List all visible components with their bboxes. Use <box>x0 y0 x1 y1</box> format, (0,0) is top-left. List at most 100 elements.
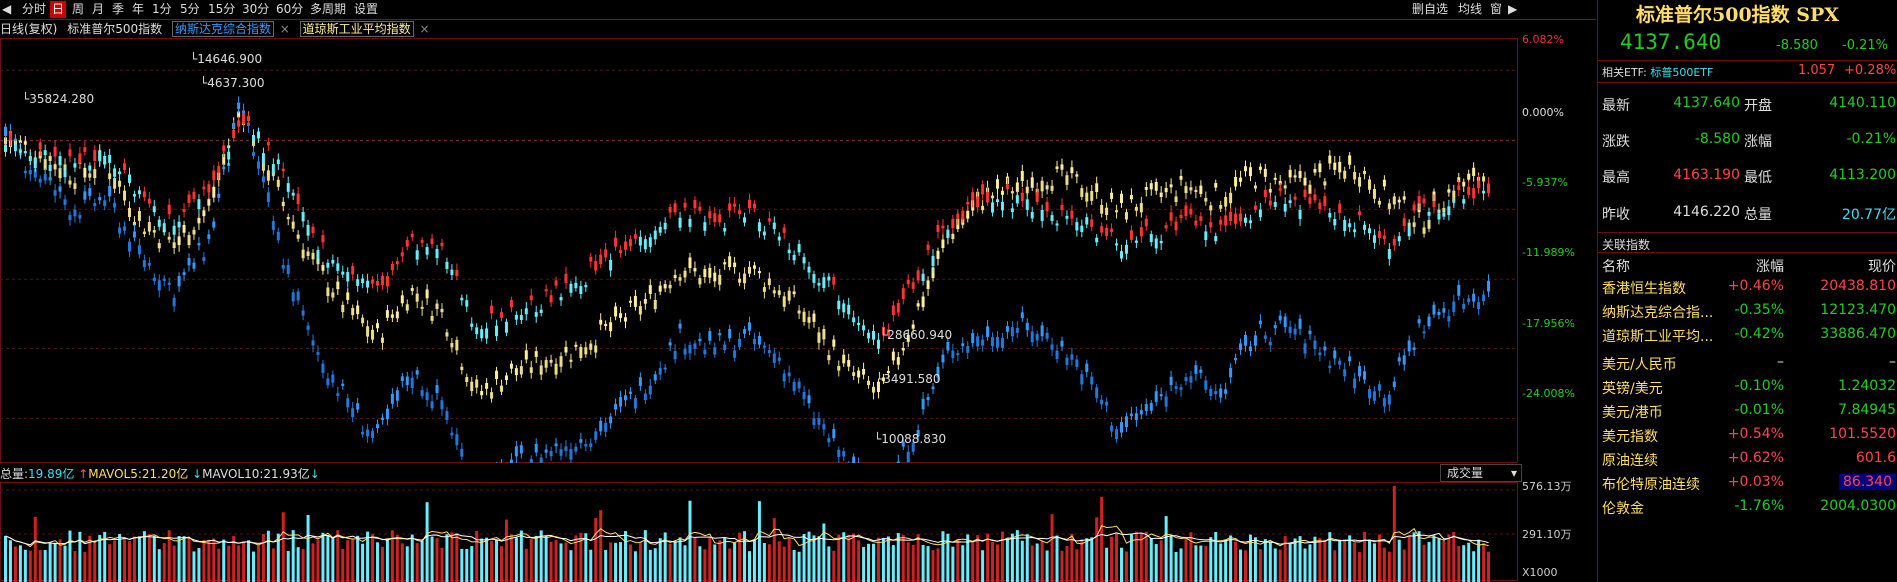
related-name: 美元/人民币 <box>1602 357 1677 373</box>
tab-period-2[interactable]: 周 <box>72 2 85 16</box>
candle-body <box>797 381 801 389</box>
toolbar-prev-icon[interactable]: ◀ <box>2 2 12 16</box>
indicator-select[interactable]: 成交量 ▾ <box>1440 464 1522 482</box>
volume-bar <box>1318 538 1322 582</box>
volume-bar <box>524 548 528 582</box>
volume-chart[interactable] <box>0 482 1520 582</box>
tab-period-0[interactable]: 分时 <box>22 2 47 16</box>
candle-body <box>648 385 652 395</box>
related-item[interactable]: 美元/港币 -0.01% 7.84945 <box>1598 402 1897 424</box>
volume-bar <box>767 544 771 582</box>
candle-body <box>524 308 528 315</box>
related-item[interactable]: 美元/人民币 – – <box>1598 354 1897 376</box>
candle-body <box>1115 243 1119 246</box>
candle-body <box>490 305 494 314</box>
close-icon[interactable]: × <box>279 22 290 36</box>
tab-period-5[interactable]: 年 <box>132 2 145 16</box>
candle-body <box>539 309 543 313</box>
volume-bar <box>1333 550 1337 582</box>
candle-body <box>128 241 131 252</box>
candle-body <box>286 183 290 192</box>
candle-body <box>733 203 737 207</box>
related-item[interactable]: 英镑/美元 -0.10% 1.24032 <box>1598 378 1897 400</box>
candle-body <box>311 226 315 234</box>
volume-bar <box>1457 545 1461 582</box>
candle-body <box>132 231 136 238</box>
candle-body <box>341 271 345 275</box>
candle-body <box>1348 155 1352 165</box>
tab-period-6[interactable]: 1分 <box>152 2 172 16</box>
volume-bar <box>385 538 389 582</box>
toolbar-next-icon[interactable]: ▶ <box>1508 2 1518 16</box>
candle-body <box>837 300 841 310</box>
candle-body <box>1005 326 1009 332</box>
related-etf[interactable]: 相关ETF: 标普500ETF <box>1602 66 1714 79</box>
tab-period-10[interactable]: 60分 <box>276 2 304 16</box>
candle-body <box>1467 173 1471 180</box>
candle-body <box>1090 376 1094 385</box>
related-item[interactable]: 香港恒生指数 +0.46% 20438.810 <box>1598 278 1897 300</box>
tab-period-7[interactable]: 5分 <box>180 2 200 16</box>
candle-body <box>976 196 980 208</box>
candle-body <box>465 377 469 383</box>
remove-favorite-button[interactable]: 删自选 <box>1412 2 1449 16</box>
related-item[interactable]: 道琼斯工业平均... -0.42% 33886.470 <box>1598 326 1897 348</box>
tab-period-3[interactable]: 月 <box>92 2 105 16</box>
volume-bar <box>227 545 231 582</box>
candle-body <box>1363 224 1367 230</box>
tab-period-9[interactable]: 30分 <box>242 2 270 16</box>
volume-bar <box>1412 532 1416 582</box>
tab-period-4[interactable]: 季 <box>112 2 125 16</box>
related-item[interactable]: 美元指数 +0.54% 101.5520 <box>1598 426 1897 448</box>
related-item[interactable]: 纳斯达克综合指... -0.35% 12123.470 <box>1598 302 1897 324</box>
related-name: 英镑/美元 <box>1602 381 1663 397</box>
candle-body <box>1273 325 1277 329</box>
candle-body <box>430 316 434 321</box>
volume-bar <box>996 544 999 582</box>
volume-bar <box>1417 531 1421 582</box>
candle-body <box>817 418 821 425</box>
candle-body <box>757 222 761 232</box>
candle-body <box>1055 223 1059 226</box>
tab-period-12[interactable]: 设置 <box>354 2 379 16</box>
candle-body <box>177 236 181 246</box>
candle-body <box>936 366 940 378</box>
tab-period-1[interactable]: 日 <box>50 1 67 18</box>
candle-body <box>1159 192 1163 197</box>
candle-body <box>1288 169 1292 178</box>
volume-bar <box>604 549 608 582</box>
candle-body <box>1189 376 1193 383</box>
legend-overlay-dow[interactable]: 道琼斯工业平均指数 <box>299 21 414 37</box>
tab-period-11[interactable]: 多周期 <box>310 2 347 16</box>
volume-bar <box>1090 537 1094 582</box>
candle-body <box>628 300 632 303</box>
candle-body <box>1447 316 1451 322</box>
candle-body <box>549 359 553 363</box>
volume-bar <box>217 548 221 582</box>
legend-overlay-nasdaq[interactable]: 纳斯达克综合指数 <box>171 21 274 37</box>
related-item[interactable]: 原油连续 +0.62% 601.6 <box>1598 450 1897 472</box>
candle-body <box>395 311 399 319</box>
volume-bar <box>1283 536 1287 582</box>
volume-bar <box>420 540 424 582</box>
candle-body <box>400 295 404 304</box>
candle-body <box>633 295 637 307</box>
related-item[interactable]: 布伦特原油连续 +0.03% 86.340 <box>1598 474 1897 496</box>
price-chart[interactable] <box>0 38 1520 463</box>
tab-period-8[interactable]: 15分 <box>208 2 236 16</box>
volume-bar <box>271 548 275 582</box>
ma-button[interactable]: 均线 <box>1458 2 1483 16</box>
close-icon[interactable]: × <box>419 22 430 36</box>
related-item[interactable]: 伦敦金 -1.76% 2004.0300 <box>1598 498 1897 520</box>
candle-body <box>366 326 370 337</box>
candle-body <box>390 393 394 404</box>
candle-body <box>772 353 776 363</box>
candle-body <box>1382 398 1386 407</box>
candle-body <box>152 206 156 213</box>
candle-body <box>896 357 900 365</box>
volume-bar <box>1144 531 1148 582</box>
window-button[interactable]: 窗 <box>1490 2 1503 16</box>
candle-body <box>936 250 940 259</box>
candle-body <box>862 368 866 375</box>
candle-body <box>1154 391 1158 402</box>
